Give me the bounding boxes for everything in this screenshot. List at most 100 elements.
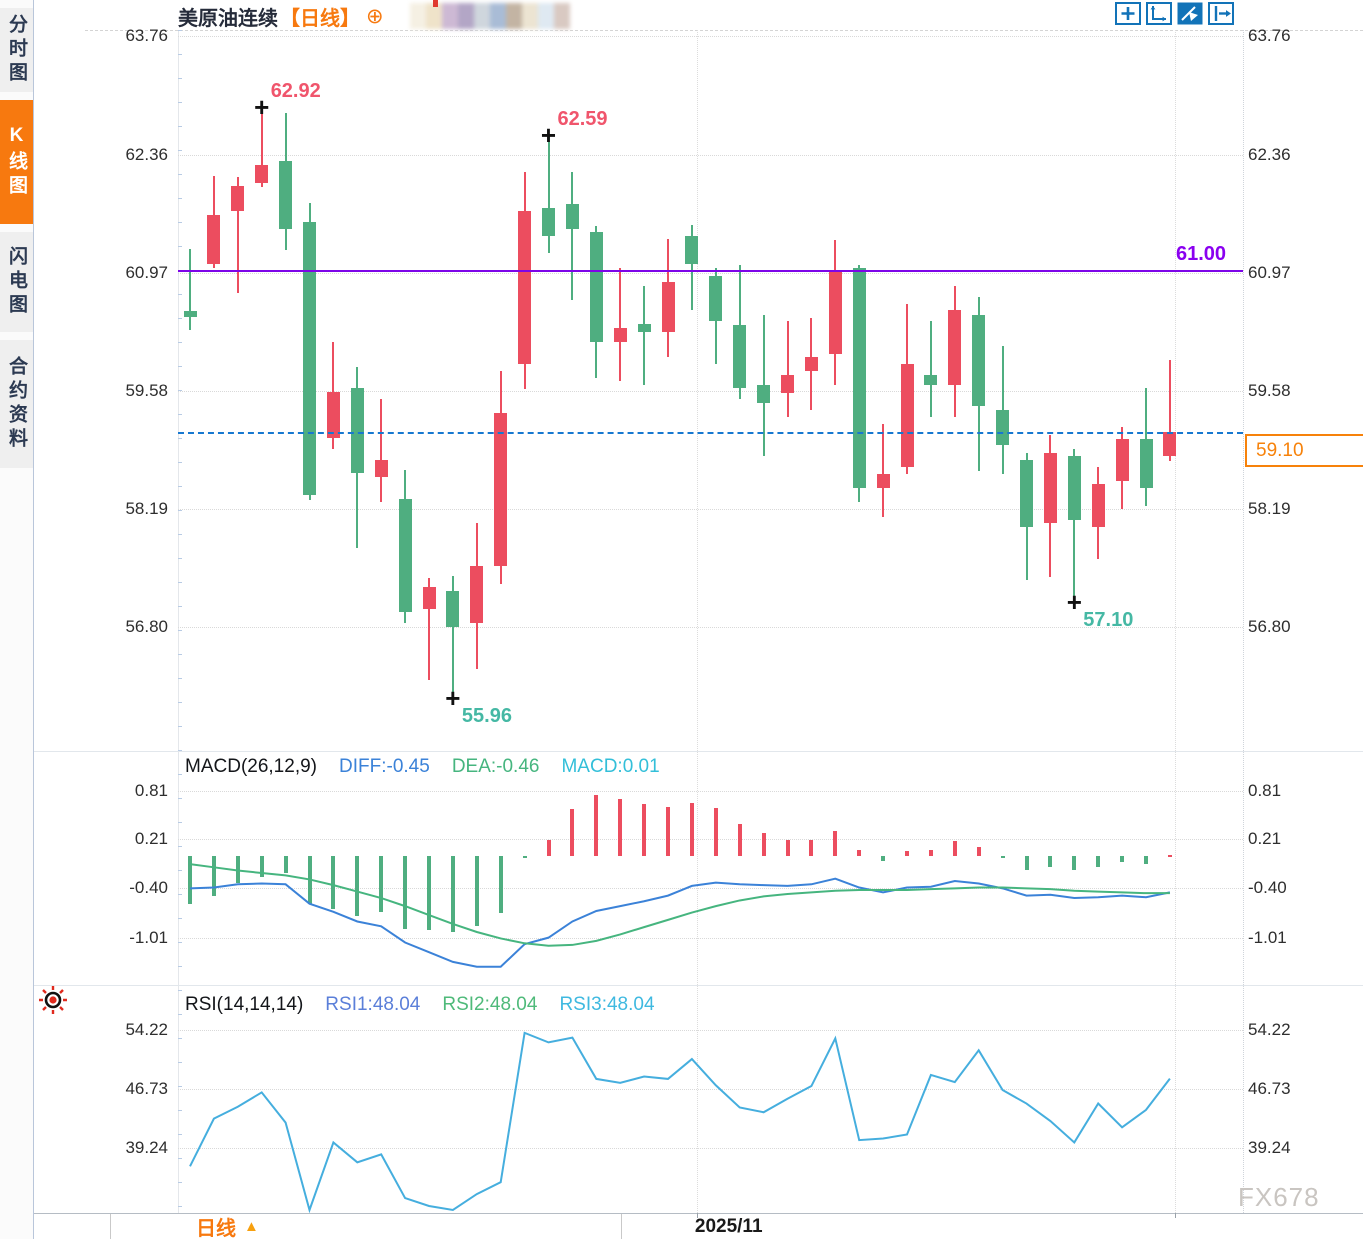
go-to-latest-icon[interactable] xyxy=(1208,2,1234,25)
y-axis-label: 0.81 xyxy=(134,780,168,800)
y-axis-label: 63.76 xyxy=(1248,26,1291,46)
candle xyxy=(781,374,794,393)
h-gridline xyxy=(178,155,1243,156)
redacted-cell xyxy=(505,3,522,29)
add-indicator-icon[interactable]: ⊕ xyxy=(366,4,384,28)
candle xyxy=(542,207,555,236)
panel-separator xyxy=(34,985,1363,986)
redacted-cell xyxy=(457,3,474,29)
period-tag[interactable]: 【日线】 xyxy=(280,7,360,30)
chart-toolbar xyxy=(1115,2,1234,25)
candle xyxy=(613,328,627,342)
candle-wick xyxy=(1073,448,1076,602)
y-axis-label: 39.24 xyxy=(125,1138,168,1158)
sidebar-item-2[interactable]: 闪电图 xyxy=(0,232,33,332)
macd-diff-value: DIFF:-0.45 xyxy=(339,756,430,777)
macd-bar xyxy=(737,823,742,856)
redacted-cell xyxy=(425,3,442,29)
v-gridline xyxy=(1174,30,1176,1213)
h-gridline xyxy=(178,626,1243,628)
horizontal-price-line[interactable] xyxy=(178,270,1243,273)
candle xyxy=(757,385,771,403)
extreme-price-label: 62.92 xyxy=(270,80,321,103)
macd-bar xyxy=(976,847,981,856)
h-gridline xyxy=(178,508,1243,510)
h-gridline xyxy=(178,1148,1243,1150)
redacted-cell xyxy=(441,3,458,29)
candle-wick xyxy=(428,577,430,680)
macd-bar xyxy=(379,856,384,912)
y-axis-label: 0.81 xyxy=(1248,780,1282,800)
pan-crosshair-icon[interactable] xyxy=(1115,2,1141,25)
candle xyxy=(207,215,221,264)
panel-separator xyxy=(34,751,1363,752)
macd-bar xyxy=(928,850,933,856)
candle xyxy=(494,413,508,566)
candle xyxy=(972,314,986,407)
candle xyxy=(1139,438,1153,488)
macd-bar xyxy=(427,856,431,930)
candle xyxy=(422,587,436,610)
candle-wick xyxy=(547,135,550,254)
period-selector[interactable]: 日线 ▲ xyxy=(110,1214,622,1239)
redacted-cell xyxy=(489,3,506,29)
candle xyxy=(924,374,938,386)
macd-bar xyxy=(1048,856,1053,868)
candle xyxy=(1163,431,1177,457)
macd-bar xyxy=(642,804,647,856)
macd-bar xyxy=(1072,856,1077,870)
candle-wick xyxy=(643,285,646,386)
sidebar-item-3[interactable]: 合约资料 xyxy=(0,340,33,468)
y-axis-label: 0.21 xyxy=(1248,829,1282,849)
rsi-params[interactable]: RSI(14,14,14) xyxy=(185,994,304,1015)
macd-bar xyxy=(211,856,216,897)
macd-dea-value: DEA:-0.46 xyxy=(451,756,540,777)
playback-icon[interactable] xyxy=(1177,2,1203,25)
indicator-settings-icon[interactable] xyxy=(38,985,68,1015)
h-gridline xyxy=(178,1089,1243,1090)
watermark: FX678 xyxy=(1238,1182,1320,1212)
y-axis-label: 60.97 xyxy=(1248,263,1291,282)
h-gridline xyxy=(178,1029,1243,1031)
sidebar-item-0[interactable]: 分时图 xyxy=(0,8,33,92)
candle xyxy=(948,310,962,386)
y-axis-label: -1.01 xyxy=(129,927,168,947)
extreme-price-label: 62.59 xyxy=(557,108,608,131)
macd-bar xyxy=(713,808,718,856)
h-gridline xyxy=(178,273,1243,274)
x-axis-label: 2025/11 xyxy=(694,1216,763,1237)
candle xyxy=(1067,456,1081,521)
macd-bar xyxy=(881,856,886,861)
macd-bar xyxy=(331,856,336,910)
axis-scale-icon[interactable] xyxy=(1146,2,1172,25)
y-axis-label: 59.58 xyxy=(1248,380,1291,400)
macd-bar xyxy=(1144,856,1148,865)
y-axis-label: 63.76 xyxy=(125,26,168,46)
candle xyxy=(398,498,412,612)
y-axis-label: 62.36 xyxy=(125,145,168,164)
macd-bar xyxy=(403,856,408,929)
candle xyxy=(804,357,818,371)
y-axis-label: 58.19 xyxy=(1248,498,1291,518)
candle xyxy=(1020,459,1033,527)
h-gridline xyxy=(178,937,1243,939)
candle xyxy=(231,186,245,212)
candle xyxy=(350,388,364,474)
y-axis-label: 62.36 xyxy=(1248,145,1291,164)
y-axis-label: 54.22 xyxy=(125,1019,168,1039)
y-axis-label: -0.40 xyxy=(129,878,168,898)
redacted-cell xyxy=(409,3,426,29)
macd-bar xyxy=(1096,856,1101,868)
h-gridline xyxy=(178,839,1243,841)
sidebar: 分时图 K线图闪电图合约资料 xyxy=(0,0,34,1239)
extreme-cross-marker: + xyxy=(540,120,557,151)
candle xyxy=(374,459,388,477)
red-marker-dot xyxy=(433,0,438,7)
candle-wick xyxy=(451,576,454,699)
sidebar-item-1[interactable]: K线图 xyxy=(0,100,33,224)
macd-params[interactable]: MACD(26,12,9) xyxy=(185,756,317,777)
y-axis-label: 58.19 xyxy=(125,498,168,518)
candle-wick xyxy=(882,424,885,517)
